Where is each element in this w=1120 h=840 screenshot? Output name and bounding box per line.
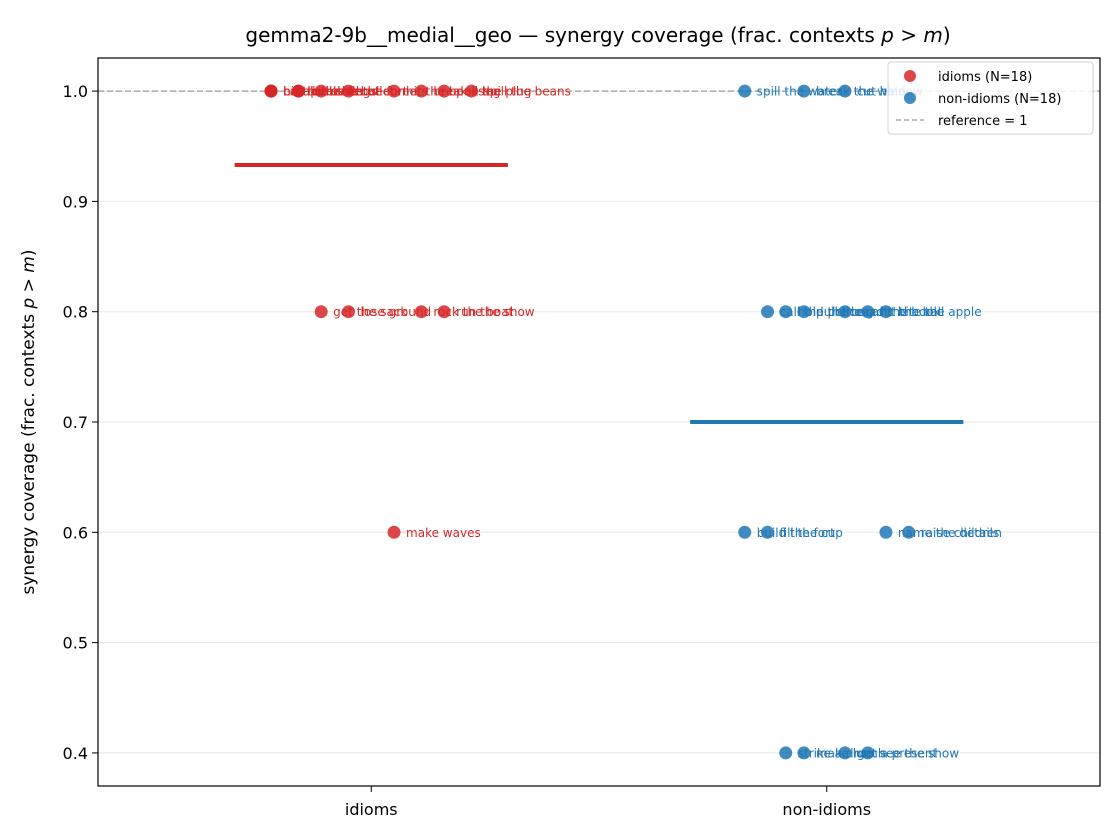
y-tick-label: 0.6 (63, 523, 88, 542)
point-label: hit the ball (880, 305, 945, 319)
data-point (838, 84, 852, 98)
y-axis-label: synergy coverage (frac. contexts p > m) (19, 250, 39, 595)
data-point (264, 84, 278, 98)
data-point (738, 84, 752, 98)
data-point (797, 305, 811, 319)
data-point (902, 525, 916, 539)
point-label: raise children (921, 526, 1002, 540)
data-point (437, 305, 451, 319)
point-label: see the show (880, 746, 960, 760)
point-label: hold the bag (798, 305, 874, 319)
data-point (464, 84, 478, 98)
data-point (838, 746, 852, 760)
legend-box (887, 61, 1094, 135)
data-point (414, 305, 428, 319)
point-label: lose ground (361, 305, 432, 319)
data-point (291, 84, 305, 98)
y-tick-label: 0.4 (63, 744, 88, 763)
data-point (761, 525, 775, 539)
point-label: strike a drum (798, 746, 878, 760)
point-label: read the book (857, 305, 941, 319)
data-point (861, 746, 875, 760)
point-layer (264, 84, 916, 760)
point-label: name the details (898, 526, 999, 540)
point-label: bite the apple (898, 305, 982, 319)
point-label: run the show (456, 305, 535, 319)
data-point (861, 305, 875, 319)
data-point (342, 305, 355, 319)
x-tick-label-idioms: idioms (345, 800, 398, 819)
data-point (342, 84, 355, 98)
data-point (879, 525, 893, 539)
point-label: fill the cup (780, 526, 843, 540)
chart-title: gemma2-9b__medial__geo — synergy coverag… (245, 23, 950, 47)
point-label: make waves (406, 526, 481, 540)
legend-label: idioms (N=18) (938, 70, 1032, 85)
point-label: get a present (857, 746, 938, 760)
y-tick-label: 0.7 (63, 413, 88, 432)
y-tick-label: 0.5 (63, 634, 88, 653)
data-point (779, 305, 793, 319)
data-point (797, 84, 811, 98)
data-point (414, 84, 428, 98)
data-point (761, 305, 775, 319)
y-tick-label: 0.9 (63, 192, 88, 211)
data-point (387, 525, 401, 539)
data-point (314, 84, 328, 98)
data-point (738, 525, 752, 539)
data-point (437, 84, 451, 98)
legend-marker (904, 92, 916, 104)
y-tick-label: 1.0 (63, 82, 88, 101)
point-label: build the fort (757, 526, 835, 540)
data-point (387, 84, 401, 98)
data-point (779, 746, 793, 760)
axis-layer: 0.4 0.5 0.6 0.7 0.8 0.9 1.0 idioms non-idioms (63, 82, 871, 819)
data-point (314, 305, 328, 319)
legend: idioms (N=18) non-idioms (N=18) reference … (887, 61, 1094, 135)
mean-layer (234, 162, 964, 424)
legend-label: reference = 1 (938, 114, 1028, 129)
legend-label: non-idioms (N=18) (938, 92, 1061, 107)
data-point (797, 746, 811, 760)
y-tick-label: 0.8 (63, 303, 88, 322)
legend-marker (904, 70, 916, 82)
data-point (879, 305, 893, 319)
x-tick-label-non-idioms: non-idioms (782, 800, 871, 819)
point-label: rock the boat (433, 305, 513, 319)
data-point (838, 305, 852, 319)
point-label: spill the beans (483, 85, 570, 99)
